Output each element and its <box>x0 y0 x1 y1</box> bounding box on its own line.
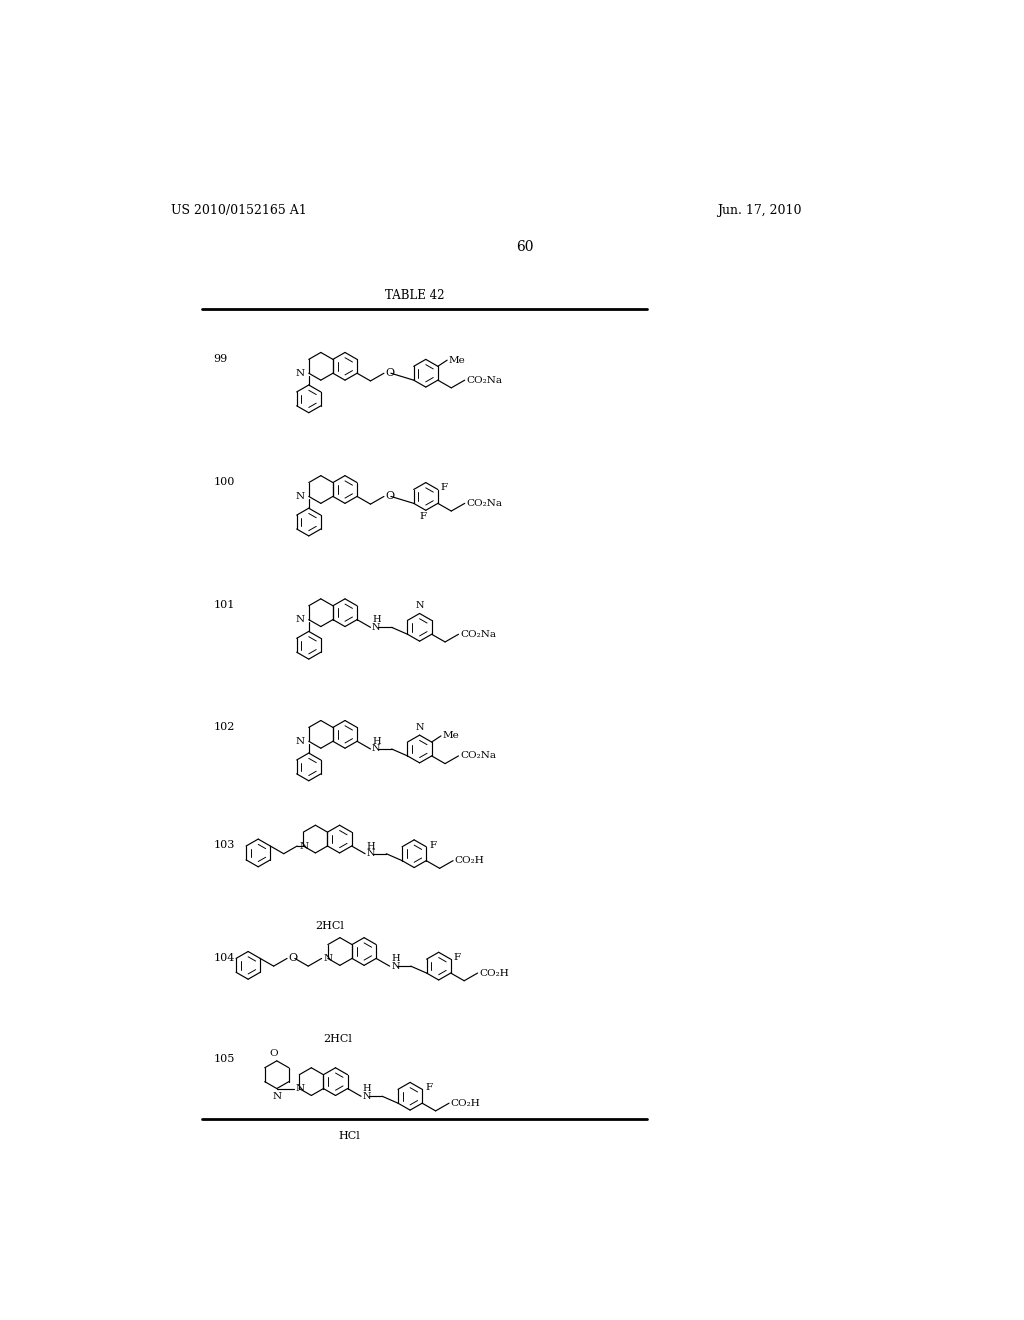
Text: H: H <box>391 954 399 964</box>
Text: N: N <box>362 1092 371 1101</box>
Text: N: N <box>324 954 333 962</box>
Text: H: H <box>372 737 381 746</box>
Text: N: N <box>416 602 424 610</box>
Text: N: N <box>296 368 305 378</box>
Text: 103: 103 <box>213 841 234 850</box>
Text: CO₂Na: CO₂Na <box>466 376 502 384</box>
Text: N: N <box>272 1092 282 1101</box>
Text: N: N <box>299 842 308 850</box>
Text: H: H <box>372 615 381 624</box>
Text: H: H <box>367 842 375 850</box>
Text: TABLE 42: TABLE 42 <box>385 289 444 302</box>
Text: H: H <box>362 1084 371 1093</box>
Text: N: N <box>295 1084 304 1093</box>
Text: 100: 100 <box>213 477 234 487</box>
Text: CO₂Na: CO₂Na <box>460 751 496 760</box>
Text: CO₂H: CO₂H <box>451 1098 480 1107</box>
Text: 105: 105 <box>213 1055 234 1064</box>
Text: 101: 101 <box>213 601 234 610</box>
Text: CO₂Na: CO₂Na <box>466 499 502 508</box>
Text: O: O <box>269 1049 278 1057</box>
Text: N: N <box>296 615 305 624</box>
Text: F: F <box>454 953 461 962</box>
Text: 104: 104 <box>213 953 234 962</box>
Text: Me: Me <box>449 355 466 364</box>
Text: N: N <box>372 623 381 632</box>
Text: N: N <box>296 492 305 500</box>
Text: N: N <box>391 962 399 970</box>
Text: Jun. 17, 2010: Jun. 17, 2010 <box>717 205 802 218</box>
Text: F: F <box>425 1084 432 1092</box>
Text: F: F <box>429 841 436 850</box>
Text: US 2010/0152165 A1: US 2010/0152165 A1 <box>171 205 306 218</box>
Text: CO₂H: CO₂H <box>455 857 484 865</box>
Text: N: N <box>416 723 424 733</box>
Text: HCl: HCl <box>338 1131 359 1142</box>
Text: N: N <box>296 737 305 746</box>
Text: CO₂Na: CO₂Na <box>460 630 496 639</box>
Text: 102: 102 <box>213 722 234 731</box>
Text: 60: 60 <box>516 240 534 253</box>
Text: 99: 99 <box>213 354 227 363</box>
Text: Me: Me <box>442 731 459 741</box>
Text: F: F <box>419 512 426 521</box>
Text: N: N <box>372 744 381 754</box>
Text: 2HCl: 2HCl <box>315 921 344 931</box>
Text: F: F <box>441 483 449 492</box>
Text: 2HCl: 2HCl <box>323 1034 351 1044</box>
Text: O: O <box>385 491 394 502</box>
Text: CO₂H: CO₂H <box>479 969 509 978</box>
Text: O: O <box>289 953 298 964</box>
Text: N: N <box>367 849 375 858</box>
Text: O: O <box>385 368 394 379</box>
